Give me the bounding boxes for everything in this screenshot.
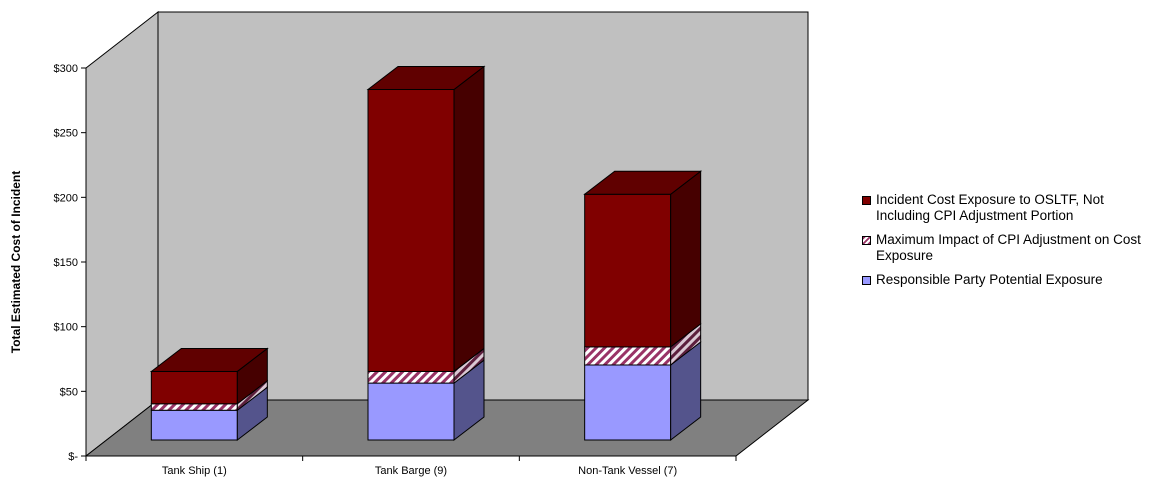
y-tick-label: $50: [60, 386, 78, 398]
segment-incident-cost-side: [453, 65, 485, 373]
x-tick-label: Tank Barge (9): [375, 465, 447, 477]
x-tick-label: Tank Ship (1): [162, 465, 227, 477]
y-tick-label: $300: [54, 63, 78, 75]
segment-cpi-adjustment-front: [150, 403, 238, 411]
segment-cpi-adjustment-front: [367, 370, 455, 384]
segment-responsible-party: [367, 359, 485, 442]
legend-swatch-responsible-party: [862, 276, 871, 285]
bar-top: [583, 170, 703, 195]
x-tick-label: Non-Tank Vessel (7): [578, 465, 677, 477]
legend-swatch-incident-cost: [862, 196, 871, 205]
bar-stack: [149, 347, 269, 442]
legend-label-cpi-adjustment: Maximum Impact of CPI Adjustment on Cost…: [876, 232, 1141, 263]
y-tick-label: $100: [54, 322, 78, 334]
segment-incident-cost-front: [367, 89, 455, 372]
legend-swatch-cpi-adjustment: [862, 236, 871, 245]
legend-item-responsible-party: Responsible Party Potential Exposure: [862, 272, 1152, 288]
legend-item-incident-cost: Incident Cost Exposure to OSLTF, Not Inc…: [862, 192, 1152, 224]
segment-cpi-adjustment-front: [584, 346, 672, 366]
axes: $- $50 $100 $150 $200 $250 $300: [54, 63, 737, 463]
segment-responsible-party: [150, 386, 268, 442]
y-tick-label: $150: [54, 257, 78, 269]
y-tick-label: $-: [68, 451, 78, 463]
segment-incident-cost: [150, 347, 268, 405]
x-tick-labels: Tank Ship (1) Tank Barge (9) Non-Tank Vess…: [162, 465, 677, 477]
y-tick-label: $200: [54, 192, 78, 204]
bar-top: [149, 347, 269, 372]
segment-incident-cost-side: [670, 170, 702, 348]
segment-incident-cost-front: [584, 193, 672, 348]
side-wall: [85, 10, 159, 458]
segment-incident-cost: [584, 170, 702, 348]
legend-item-cpi-adjustment: Maximum Impact of CPI Adjustment on Cost…: [862, 232, 1152, 264]
segment-responsible-party-front: [150, 409, 238, 441]
segment-responsible-party-front: [367, 382, 455, 441]
legend-label-responsible-party: Responsible Party Potential Exposure: [876, 272, 1103, 287]
bar-top: [366, 66, 486, 91]
segment-incident-cost: [367, 65, 485, 373]
y-axis-title: Total Estimated Cost of Incident: [9, 171, 23, 353]
segment-cpi-adjustment: [584, 322, 702, 367]
legend-label-incident-cost: Incident Cost Exposure to OSLTF, Not Inc…: [876, 192, 1104, 223]
legend: Incident Cost Exposure to OSLTF, Not Inc…: [862, 192, 1152, 296]
bar-stack: [583, 170, 703, 442]
bar-stack: [366, 65, 486, 442]
y-tick-label: $250: [54, 128, 78, 140]
segment-responsible-party-front: [584, 364, 672, 441]
bars: [149, 65, 703, 442]
segment-incident-cost-front: [150, 370, 238, 405]
